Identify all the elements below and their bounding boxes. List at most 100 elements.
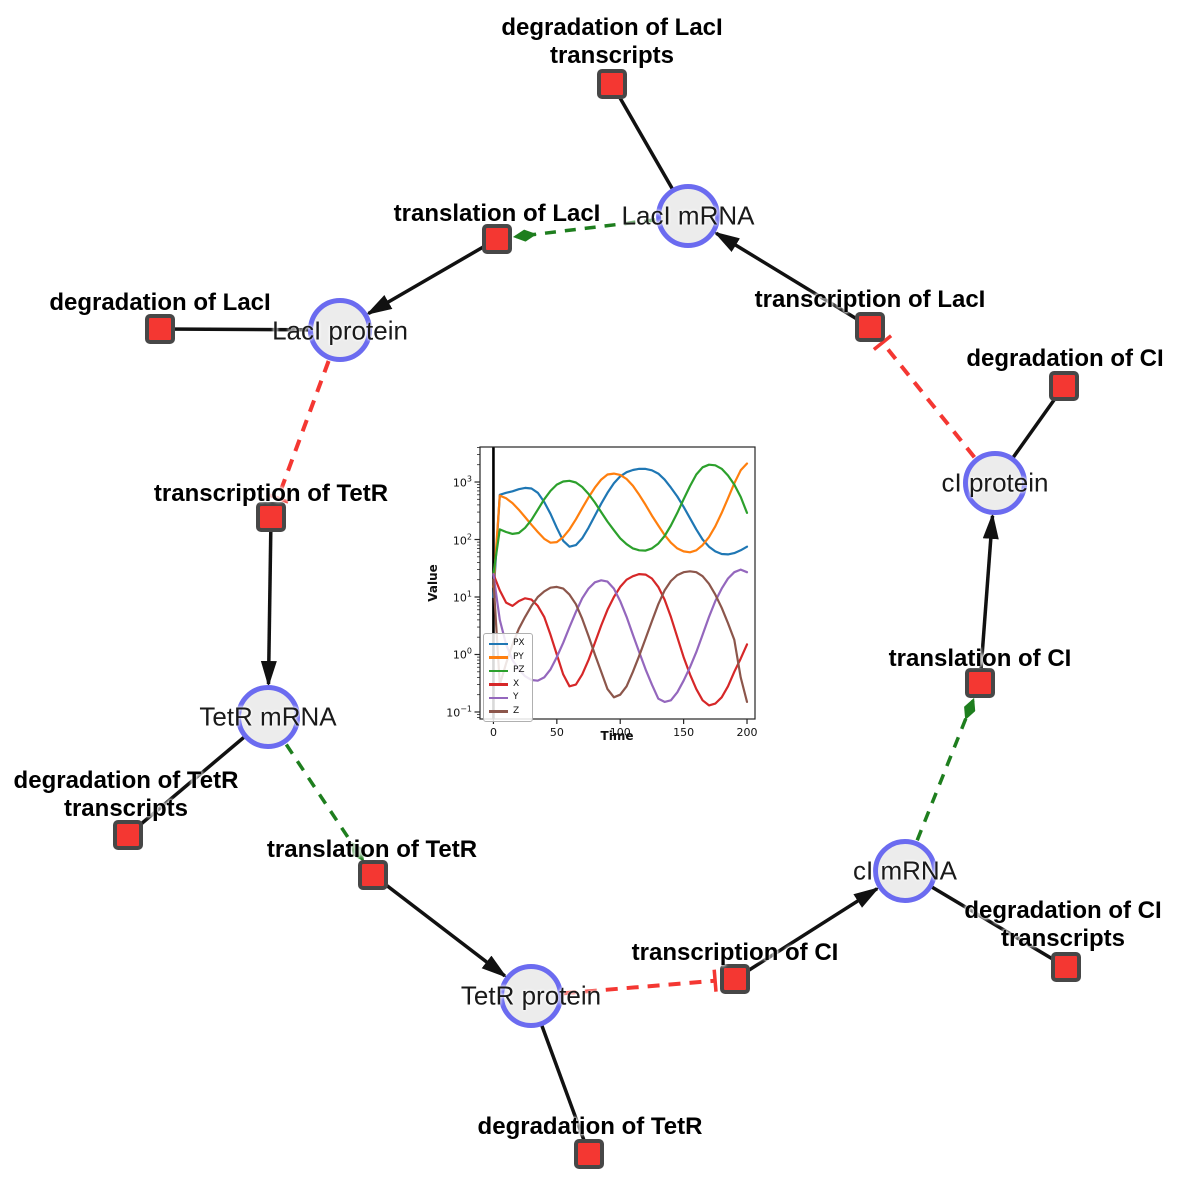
legend-entry-PX: PX [489,637,525,651]
legend-label: PY [513,651,524,662]
edge-translation-tetr-to-tetr-protein [371,873,508,978]
label-line: translation of LacI [393,200,601,227]
chart-x-axis-label: Time [600,729,634,743]
series-Z [492,570,749,703]
inhibition-tee-transcription-ci [712,969,718,992]
inhibition-tee-transcription-tetr [266,492,289,504]
x-tick-label: 200 [736,726,758,739]
legend-line-sample [489,710,508,713]
x-tick-label: 0 [489,726,497,739]
node-label-laci-protein: LacI protein [272,315,408,346]
node-label-ci-protein: cI protein [941,467,1049,498]
edge-transcription-tetr-to-tetr-mrna [260,516,277,687]
label-line: degradation of CI [964,897,1162,924]
chart-legend: PX PY PZ X Y Z [483,633,533,722]
label-degradation-ci: degradation of CI [966,345,1163,373]
reaction-translation-tetr[interactable] [358,860,388,890]
y-tick-label: 102 [452,532,472,547]
legend-line-sample [489,696,508,699]
legend-entry-Y: Y [489,691,525,705]
legend-line-sample [489,669,508,672]
label-line: transcription of LacI [754,286,986,313]
series-PX [492,467,749,599]
edge-tetr-protein-inhibits-transcription-ci [563,978,716,996]
reaction-degradation-ci-transcripts[interactable] [1051,952,1081,982]
x-tick-label: 100 [609,726,631,739]
edge-laci-protein-inhibits-transcription-tetr [276,360,331,499]
reaction-degradation-ci[interactable] [1049,371,1079,401]
y-tick-label: 10−1 [446,704,472,720]
legend-entry-PY: PY [489,651,525,665]
legend-entry-Z: Z [489,705,525,719]
series-Y [492,568,749,703]
reaction-degradation-laci[interactable] [145,314,175,344]
label-line: degradation of TetR [13,767,239,794]
edge-laci-mrna-activates-translation [512,218,656,242]
edge-translation-laci-to-laci-protein [365,237,498,316]
label-degradation-laci-transcripts: degradation of LacI transcripts [501,14,722,70]
legend-label: X [513,678,520,689]
label-line: degradation of LacI [49,289,271,316]
node-label-ci-mrna: cI mRNA [853,855,957,886]
label-degradation-laci: degradation of LacI [49,289,270,317]
reaction-transcription-ci[interactable] [720,964,750,994]
species-ci-protein[interactable] [963,451,1027,515]
reaction-degradation-tetr[interactable] [574,1139,604,1169]
label-degradation-ci-transcripts: degradation of CI transcripts [964,897,1161,953]
reaction-degradation-laci-transcripts[interactable] [597,69,627,99]
axes-box [479,446,756,720]
label-transcription-tetr: transcription of TetR [154,480,388,508]
species-ci-mrna[interactable] [873,839,937,903]
label-degradation-tetr: degradation of TetR [478,1113,703,1141]
label-line: translation of TetR [266,836,478,863]
species-tetr-protein[interactable] [499,964,563,1028]
edge-ci-protein-inhibits-transcription-laci [880,341,976,459]
edge-transcription-ci-to-ci-mrna [734,887,880,981]
edge-ci-mrna-activates-translation [915,697,976,841]
node-label-tetr-protein: TetR protein [460,980,602,1011]
label-line: transcripts [63,795,189,822]
legend-entry-PZ: PZ [489,664,525,678]
legend-label: Y [513,692,519,703]
legend-line-sample [489,642,508,645]
legend-label: Z [513,705,520,716]
label-line: transcripts [1000,925,1126,952]
label-translation-ci: translation of CI [889,645,1072,673]
edge-tetr-mrna-activates-translation [284,743,365,862]
species-laci-protein[interactable] [308,298,372,362]
label-line: transcripts [549,42,675,69]
label-degradation-tetr-transcripts: degradation of TetR transcripts [14,767,239,823]
species-tetr-mrna[interactable] [236,685,300,749]
label-line: degradation of TetR [477,1113,703,1140]
species-laci-mrna[interactable] [656,184,720,248]
reaction-translation-ci[interactable] [965,668,995,698]
timecourse-chart: Value Time PX PY PZ X Y Z 0 50 100 150 200 10−1 100… [420,437,772,759]
inhibition-tee-transcription-laci [872,334,893,351]
label-line: transcription of TetR [153,480,389,507]
legend-line-sample [489,683,508,686]
label-transcription-ci: transcription of CI [632,939,839,967]
series-PZ [492,463,749,576]
reaction-degradation-tetr-transcripts[interactable] [113,820,143,850]
label-line: translation of CI [888,645,1072,672]
label-line: degradation of LacI [501,14,723,41]
label-transcription-laci: transcription of LacI [755,286,986,314]
chart-y-axis-label: Value [426,564,440,602]
y-tick-label: 100 [452,647,472,662]
legend-label: PZ [513,665,525,676]
series-X [492,573,749,707]
x-tick-label: 50 [549,726,564,739]
edge-transcription-laci-to-laci-mrna [713,231,871,329]
y-tick-label: 103 [452,474,472,490]
legend-label: PX [513,638,525,649]
legend-entry-X: X [489,678,525,692]
series-PY [492,462,749,588]
label-translation-tetr: translation of TetR [267,836,477,864]
reaction-transcription-tetr[interactable] [256,502,286,532]
edge-translation-ci-to-ci-protein [978,512,999,684]
reaction-transcription-laci[interactable] [855,312,885,342]
reaction-translation-laci[interactable] [482,224,512,254]
label-line: degradation of CI [966,345,1164,372]
